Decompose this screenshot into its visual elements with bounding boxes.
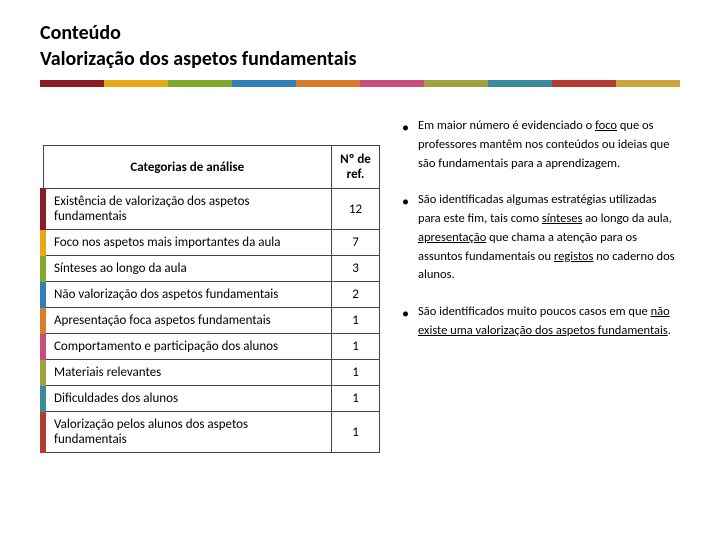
table-row: Dificuldades dos alunos1 — [43, 386, 380, 412]
title-line-1: Conteúdo — [40, 20, 680, 46]
color-segment — [488, 80, 552, 87]
title-line-2: Valorização dos aspetos fundamentais — [40, 46, 680, 72]
color-bar — [40, 80, 680, 87]
table-row: Apresentação foca aspetos fundamentais1 — [43, 308, 380, 334]
category-cell: Dificuldades dos alunos — [43, 386, 332, 412]
value-cell: 7 — [332, 230, 380, 256]
value-cell: 1 — [332, 334, 380, 360]
value-cell: 2 — [332, 282, 380, 308]
bullet-1: Em maior número é evidenciado o foco que… — [400, 117, 680, 173]
category-cell: Materiais relevantes — [43, 360, 332, 386]
color-segment — [424, 80, 488, 87]
table-column: Categorias de análise Nº de ref. Existên… — [40, 145, 380, 453]
category-cell: Sínteses ao longo da aula — [43, 256, 332, 282]
color-segment — [232, 80, 296, 87]
table-row: Valorização pelos alunos dos aspetos fun… — [43, 412, 380, 453]
color-segment — [296, 80, 360, 87]
category-cell: Comportamento e participação dos alunos — [43, 334, 332, 360]
value-cell: 1 — [332, 412, 380, 453]
table-row: Sínteses ao longo da aula3 — [43, 256, 380, 282]
table-row: Materiais relevantes1 — [43, 360, 380, 386]
bullets-column: Em maior número é evidenciado o foco que… — [400, 117, 680, 453]
color-segment — [40, 80, 104, 87]
color-segment — [104, 80, 168, 87]
color-segment — [552, 80, 616, 87]
bullet-2: São identificadas algumas estratégias ut… — [400, 191, 680, 285]
bullet-1-underline: foco — [595, 118, 617, 133]
category-cell: Valorização pelos alunos dos aspetos fun… — [43, 412, 332, 453]
color-segment — [168, 80, 232, 87]
bullet-2-u2: apresentação — [418, 230, 486, 245]
table-row: Existência de valorização dos aspetos fu… — [43, 189, 380, 230]
category-cell: Existência de valorização dos aspetos fu… — [43, 189, 332, 230]
table-header-categories: Categorias de análise — [43, 146, 332, 189]
analysis-table: Categorias de análise Nº de ref. Existên… — [40, 145, 380, 453]
color-segment — [360, 80, 424, 87]
category-cell: Foco nos aspetos mais importantes da aul… — [43, 230, 332, 256]
category-cell: Não valorização dos aspetos fundamentais — [43, 282, 332, 308]
content-area: Categorias de análise Nº de ref. Existên… — [40, 117, 680, 453]
bullet-3: São identificados muito poucos casos em … — [400, 303, 680, 341]
bullet-2-u3: registos — [554, 249, 593, 264]
table-header-refs: Nº de ref. — [332, 146, 380, 189]
bullet-2-u1: sínteses — [542, 211, 582, 226]
color-segment — [616, 80, 680, 87]
value-cell: 1 — [332, 386, 380, 412]
value-cell: 12 — [332, 189, 380, 230]
value-cell: 1 — [332, 360, 380, 386]
title-block: Conteúdo Valorização dos aspetos fundame… — [40, 20, 680, 72]
value-cell: 3 — [332, 256, 380, 282]
value-cell: 1 — [332, 308, 380, 334]
table-row: Comportamento e participação dos alunos1 — [43, 334, 380, 360]
table-row: Foco nos aspetos mais importantes da aul… — [43, 230, 380, 256]
category-cell: Apresentação foca aspetos fundamentais — [43, 308, 332, 334]
table-row: Não valorização dos aspetos fundamentais… — [43, 282, 380, 308]
